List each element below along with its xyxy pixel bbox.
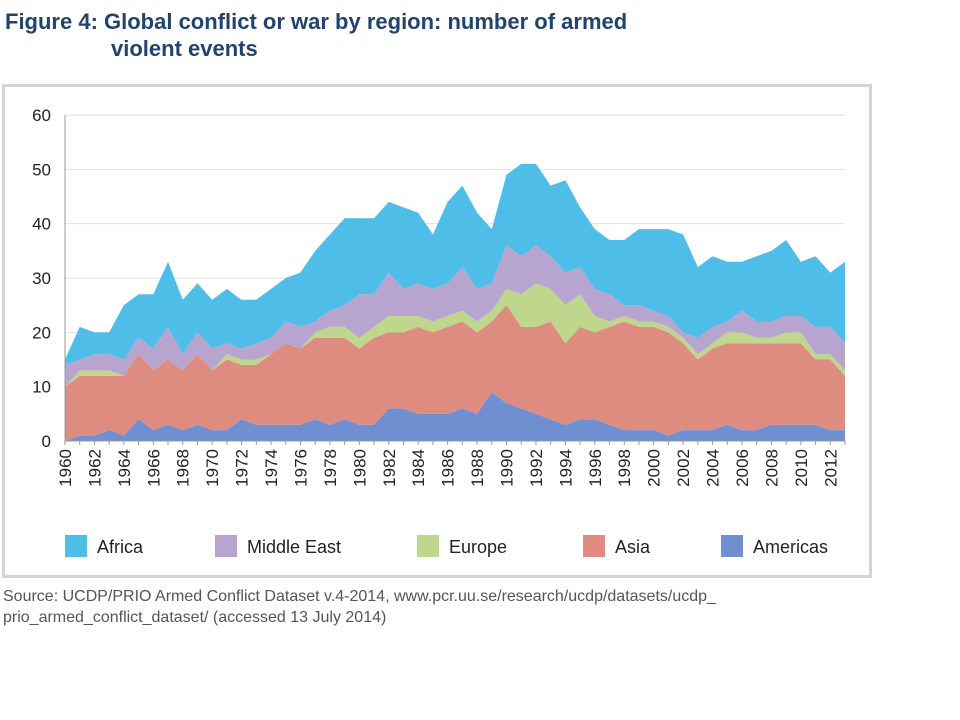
- y-tick-labels: 0 10 20 30 40 50 60: [32, 106, 51, 451]
- source-line-1: Source: UCDP/PRIO Armed Conflict Dataset…: [3, 588, 716, 605]
- chart-frame: 0 10 20 30 40 50 60 1960 1962 1964 1966 1968 1970 19…: [2, 84, 872, 578]
- x-tick-label: 1984: [409, 449, 428, 487]
- x-tick-label: 2008: [762, 449, 781, 487]
- x-tick-label: 1966: [144, 449, 163, 487]
- x-tick-label: 1998: [615, 449, 634, 487]
- x-tick-label: 2000: [645, 449, 664, 487]
- figure-title: Figure 4: Global conflict or war by regi…: [5, 8, 765, 62]
- x-tick-labels: 1960 1962 1964 1966 1968 1970 1972 1974 1976 1978…: [56, 449, 840, 487]
- area-middle-east: [65, 245, 845, 387]
- x-tick-label: 1968: [174, 449, 193, 487]
- x-tick-label: 1996: [586, 449, 605, 487]
- x-tick-label: 1994: [556, 449, 575, 487]
- legend-swatch-asia: [583, 535, 605, 557]
- x-tick-label: 1980: [350, 449, 369, 487]
- area-americas: [65, 392, 845, 441]
- axes: [64, 115, 846, 445]
- x-tick-label: 1982: [380, 449, 399, 487]
- x-tick-label: 1964: [115, 449, 134, 487]
- legend-label-americas: Americas: [753, 537, 828, 557]
- y-tick-label: 50: [32, 160, 51, 179]
- y-tick-label: 30: [32, 269, 51, 288]
- legend-swatch-africa: [65, 535, 87, 557]
- x-tick-label: 1976: [291, 449, 310, 487]
- area-africa: [65, 163, 845, 365]
- x-tick-label: 1972: [233, 449, 252, 487]
- legend-label-europe: Europe: [449, 537, 507, 557]
- x-tick-label: 1960: [56, 449, 75, 487]
- x-tick-label: 1986: [439, 449, 458, 487]
- y-tick-label: 20: [32, 323, 51, 342]
- x-tick-label: 1962: [85, 449, 104, 487]
- source-note: Source: UCDP/PRIO Armed Conflict Dataset…: [3, 586, 903, 628]
- legend-label-middle-east: Middle East: [247, 537, 341, 557]
- x-tick-label: 1988: [468, 449, 487, 487]
- x-tick-label: 1974: [262, 449, 281, 487]
- y-tick-label: 60: [32, 106, 51, 125]
- x-tick-label: 2002: [674, 449, 693, 487]
- figure-title-line-1: Figure 4: Global conflict or war by regi…: [5, 9, 628, 34]
- x-tick-label: 2010: [792, 449, 811, 487]
- y-tick-label: 10: [32, 378, 51, 397]
- area-series-group: [65, 163, 845, 441]
- figure-title-line-2: violent events: [111, 36, 258, 61]
- x-tick-label: 1992: [527, 449, 546, 487]
- x-tick-label: 1970: [203, 449, 222, 487]
- x-tick-label: 1978: [321, 449, 340, 487]
- x-tick-label: 1990: [498, 449, 517, 487]
- legend-label-africa: Africa: [97, 537, 144, 557]
- x-tick-label: 2006: [733, 449, 752, 487]
- legend-label-asia: Asia: [615, 537, 651, 557]
- legend-swatch-europe: [417, 535, 439, 557]
- y-tick-label: 40: [32, 215, 51, 234]
- x-tick-label: 2012: [821, 449, 840, 487]
- x-tick-label: 2004: [704, 449, 723, 487]
- source-line-2: prio_armed_conflict_dataset/ (accessed 1…: [3, 609, 387, 626]
- legend-swatch-americas: [721, 535, 743, 557]
- y-tick-label: 0: [42, 432, 51, 451]
- legend-swatch-middle-east: [215, 535, 237, 557]
- area-asia: [65, 305, 845, 441]
- legend: Africa Middle East Europe Asia Americas: [65, 535, 828, 557]
- area-europe: [65, 283, 845, 387]
